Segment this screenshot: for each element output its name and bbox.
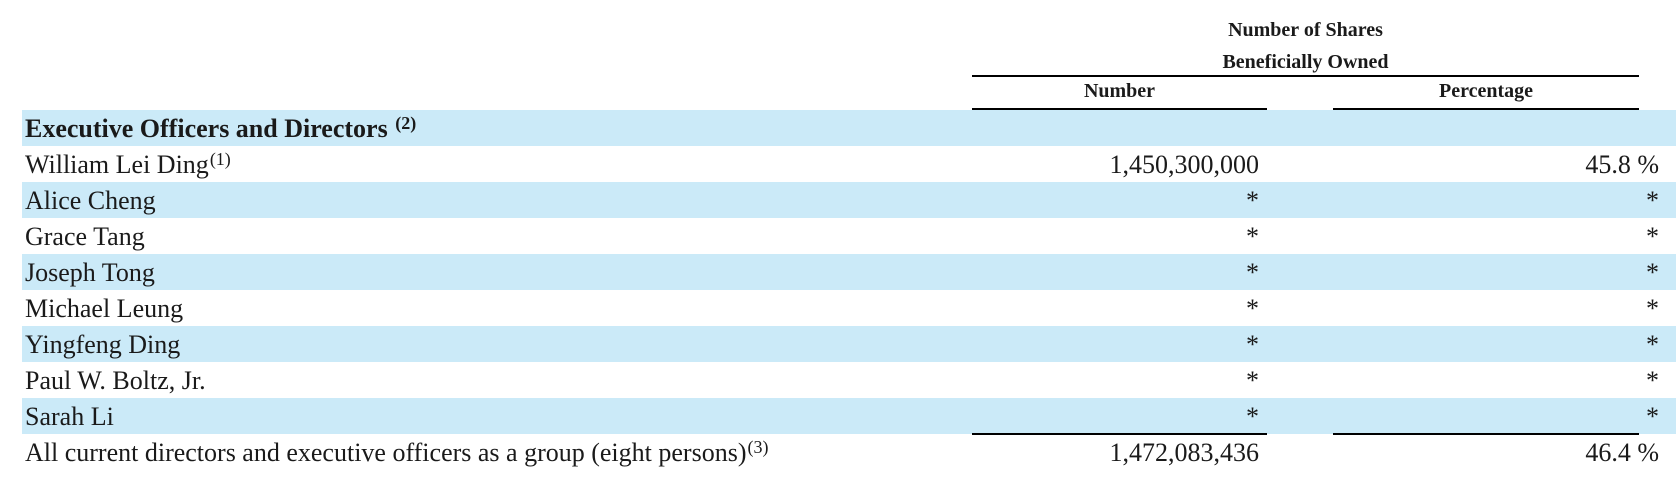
- footnote-marker: (1): [209, 149, 231, 169]
- row-percentage: *: [1646, 258, 1659, 287]
- footnote-marker: (3): [747, 437, 769, 457]
- table-row: Michael Leung * *: [22, 290, 1676, 326]
- row-percentage: *: [1646, 366, 1659, 395]
- row-name: Michael Leung: [25, 294, 184, 323]
- total-number: 1,472,083,436: [1109, 438, 1260, 467]
- row-number: *: [1246, 258, 1259, 287]
- table-row: Alice Cheng * *: [22, 182, 1676, 218]
- column-header-number: Number: [1083, 80, 1156, 102]
- row-number: *: [1246, 186, 1259, 215]
- column-header-percentage: Percentage: [1438, 80, 1534, 102]
- total-rule-percentage: [1333, 433, 1639, 435]
- row-name: Grace Tang: [25, 222, 145, 251]
- total-row: All current directors and executive offi…: [22, 434, 1676, 470]
- row-name: Sarah Li: [25, 402, 114, 431]
- row-number: *: [1246, 222, 1259, 251]
- column-group-header-line2: Beneficially Owned: [1222, 51, 1389, 73]
- table-row: Paul W. Boltz, Jr. * *: [22, 362, 1676, 398]
- row-percentage: *: [1646, 186, 1659, 215]
- total-percentage: 46.4 %: [1585, 438, 1659, 467]
- total-rule-number: [972, 433, 1267, 435]
- column-group-header-line1: Number of Shares: [1228, 19, 1383, 41]
- row-number: *: [1246, 402, 1259, 431]
- column-rule-number: [972, 108, 1267, 110]
- total-label: All current directors and executive offi…: [25, 437, 769, 467]
- row-number: *: [1246, 330, 1259, 359]
- column-group-rule: [972, 75, 1639, 77]
- section-label: Executive Officers and Directors (2): [25, 113, 417, 143]
- column-group-header: Number of Shares Beneficially Owned: [972, 14, 1639, 78]
- row-name: Yingfeng Ding: [25, 330, 181, 359]
- footnote-marker: (2): [395, 113, 417, 133]
- row-name: Alice Cheng: [25, 186, 156, 215]
- table-row: Joseph Tong * *: [22, 254, 1676, 290]
- table-row: Grace Tang * *: [22, 218, 1676, 254]
- row-name: Joseph Tong: [25, 258, 155, 287]
- row-percentage: *: [1646, 402, 1659, 431]
- table-row: Sarah Li * *: [22, 398, 1676, 434]
- row-percentage: *: [1646, 222, 1659, 251]
- row-number: *: [1246, 294, 1259, 323]
- table-row: Yingfeng Ding * *: [22, 326, 1676, 362]
- row-percentage: *: [1646, 330, 1659, 359]
- row-name: William Lei Ding(1): [25, 149, 231, 179]
- row-percentage: 45.8 %: [1585, 150, 1659, 179]
- row-number: 1,450,300,000: [1109, 150, 1260, 179]
- ownership-table: Executive Officers and Directors (2) Wil…: [22, 110, 1676, 470]
- row-number: *: [1246, 366, 1259, 395]
- section-row: Executive Officers and Directors (2): [22, 110, 1676, 146]
- table-row: William Lei Ding(1) 1,450,300,000 45.8 %: [22, 146, 1676, 182]
- row-percentage: *: [1646, 294, 1659, 323]
- column-rule-percentage: [1333, 108, 1639, 110]
- row-name: Paul W. Boltz, Jr.: [25, 366, 206, 395]
